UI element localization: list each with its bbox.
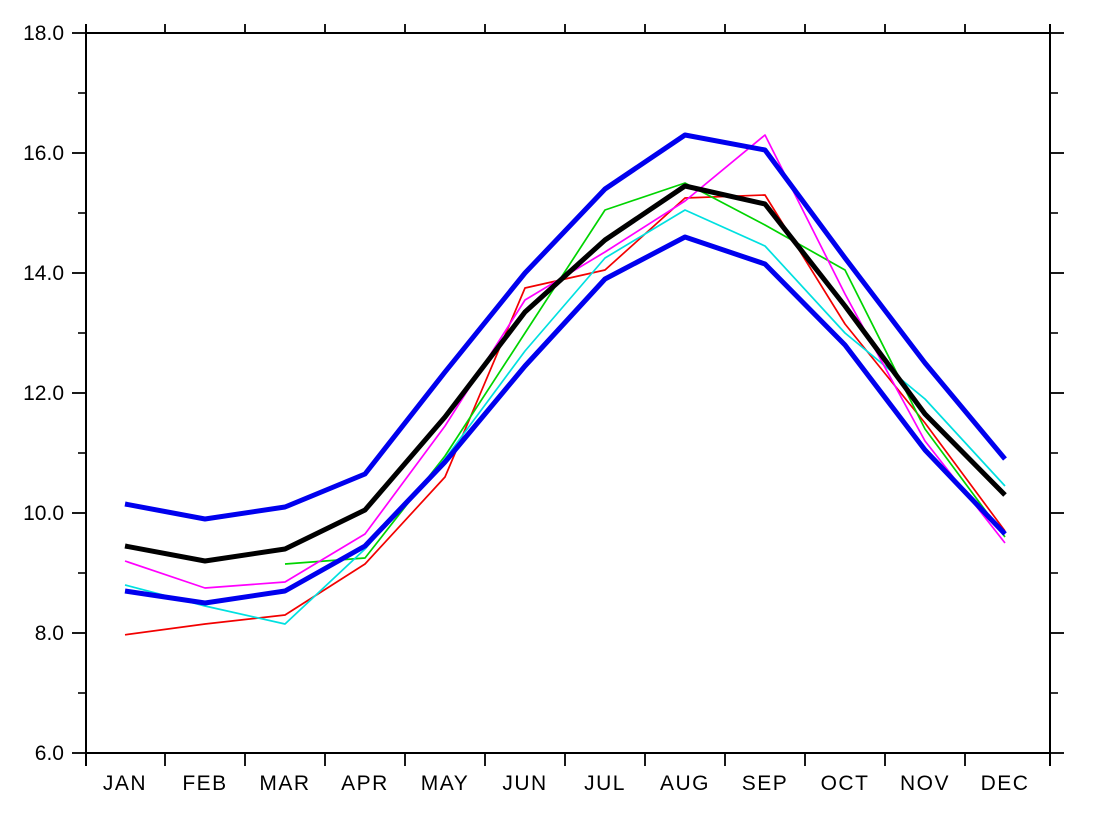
- series-member-cyan: [124, 209, 1006, 625]
- y-tick-label: 10.0: [23, 502, 64, 525]
- x-tick-label: JUN: [502, 772, 547, 795]
- x-tick-label: DEC: [981, 772, 1030, 795]
- x-tick-label: MAR: [259, 772, 310, 795]
- x-tick-label: APR: [341, 772, 389, 795]
- x-tick-label: NOV: [900, 772, 950, 795]
- y-tick-label: 18.0: [23, 22, 64, 45]
- y-tick-label: 6.0: [35, 742, 64, 765]
- x-tick-label: AUG: [660, 772, 710, 795]
- x-tick-label: JUL: [584, 772, 626, 795]
- x-tick-label: OCT: [821, 772, 870, 795]
- series-upper-envelope-blue: [124, 132, 1007, 522]
- series-lower-envelope-blue: [124, 234, 1007, 606]
- series-ensemble-mean-black: [124, 183, 1007, 564]
- x-tick-label: JAN: [103, 772, 147, 795]
- y-tick-label: 12.0: [23, 382, 64, 405]
- x-tick-label: FEB: [182, 772, 227, 795]
- x-tick-label: MAY: [421, 772, 469, 795]
- y-tick-label: 8.0: [35, 622, 64, 645]
- x-tick-label: SEP: [742, 772, 789, 795]
- y-tick-label: 14.0: [23, 262, 64, 285]
- y-tick-label: 16.0: [23, 142, 64, 165]
